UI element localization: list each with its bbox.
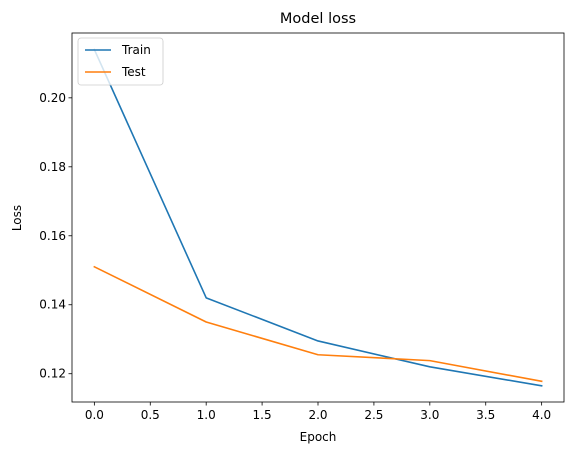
x-tick-label: 3.5 [476,408,495,422]
x-axis-label: Epoch [300,430,337,444]
x-tick-label: 2.5 [364,408,383,422]
x-tick-label: 4.0 [532,408,551,422]
x-tick-label: 0.0 [85,408,104,422]
series-layer [93,48,543,387]
plot-area [71,32,565,403]
x-tick-label: 1.5 [253,408,272,422]
chart-title: Model loss [280,11,356,27]
y-tick-label: 0.18 [39,160,66,174]
x-axis: 0.0 0.5 1.0 1.5 2.0 2.5 3.0 3.5 4.0 [85,402,551,422]
plot-frame [71,32,565,403]
y-tick-label: 0.16 [39,229,66,243]
x-tick-label: 0.5 [141,408,160,422]
y-tick-label: 0.14 [39,298,66,312]
legend-label-test: Test [121,65,146,79]
x-tick-label: 1.0 [197,408,216,422]
y-axis-label: Loss [10,205,24,231]
y-tick-label: 0.20 [39,91,66,105]
x-tick-label: 2.0 [308,408,327,422]
legend: Train Test [77,37,164,86]
y-tick-label: 0.12 [39,367,66,381]
legend-label-train: Train [121,43,151,57]
y-axis: 0.12 0.14 0.16 0.18 0.20 [39,91,72,381]
x-tick-label: 3.0 [420,408,439,422]
